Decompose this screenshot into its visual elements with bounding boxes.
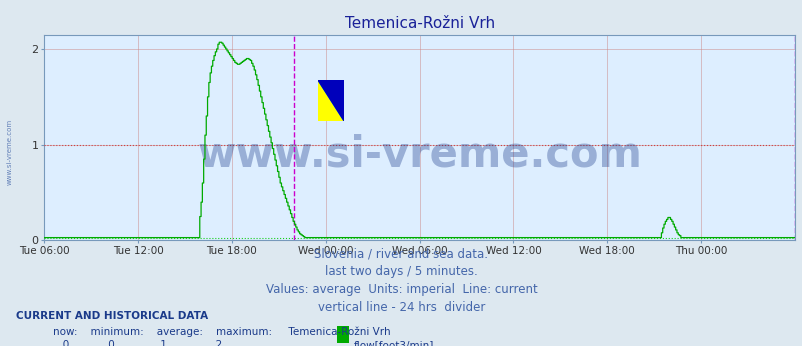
Polygon shape (318, 80, 344, 121)
Text: Values: average  Units: imperial  Line: current: Values: average Units: imperial Line: cu… (265, 283, 537, 297)
Polygon shape (318, 80, 344, 121)
Text: vertical line - 24 hrs  divider: vertical line - 24 hrs divider (318, 301, 484, 315)
Text: last two days / 5 minutes.: last two days / 5 minutes. (325, 265, 477, 279)
Title: Temenica-Rožni Vrh: Temenica-Rožni Vrh (344, 16, 494, 31)
Text: 0            0              1               2: 0 0 1 2 (40, 340, 222, 346)
Text: www.si-vreme.com: www.si-vreme.com (196, 133, 642, 175)
Text: Slovenia / river and sea data.: Slovenia / river and sea data. (314, 247, 488, 261)
Text: CURRENT AND HISTORICAL DATA: CURRENT AND HISTORICAL DATA (16, 311, 208, 321)
Text: flow[foot3/min]: flow[foot3/min] (353, 340, 433, 346)
Text: now:    minimum:    average:    maximum:     Temenica-Rožni Vrh: now: minimum: average: maximum: Temenica… (40, 327, 391, 337)
Text: www.si-vreme.com: www.si-vreme.com (6, 119, 13, 185)
